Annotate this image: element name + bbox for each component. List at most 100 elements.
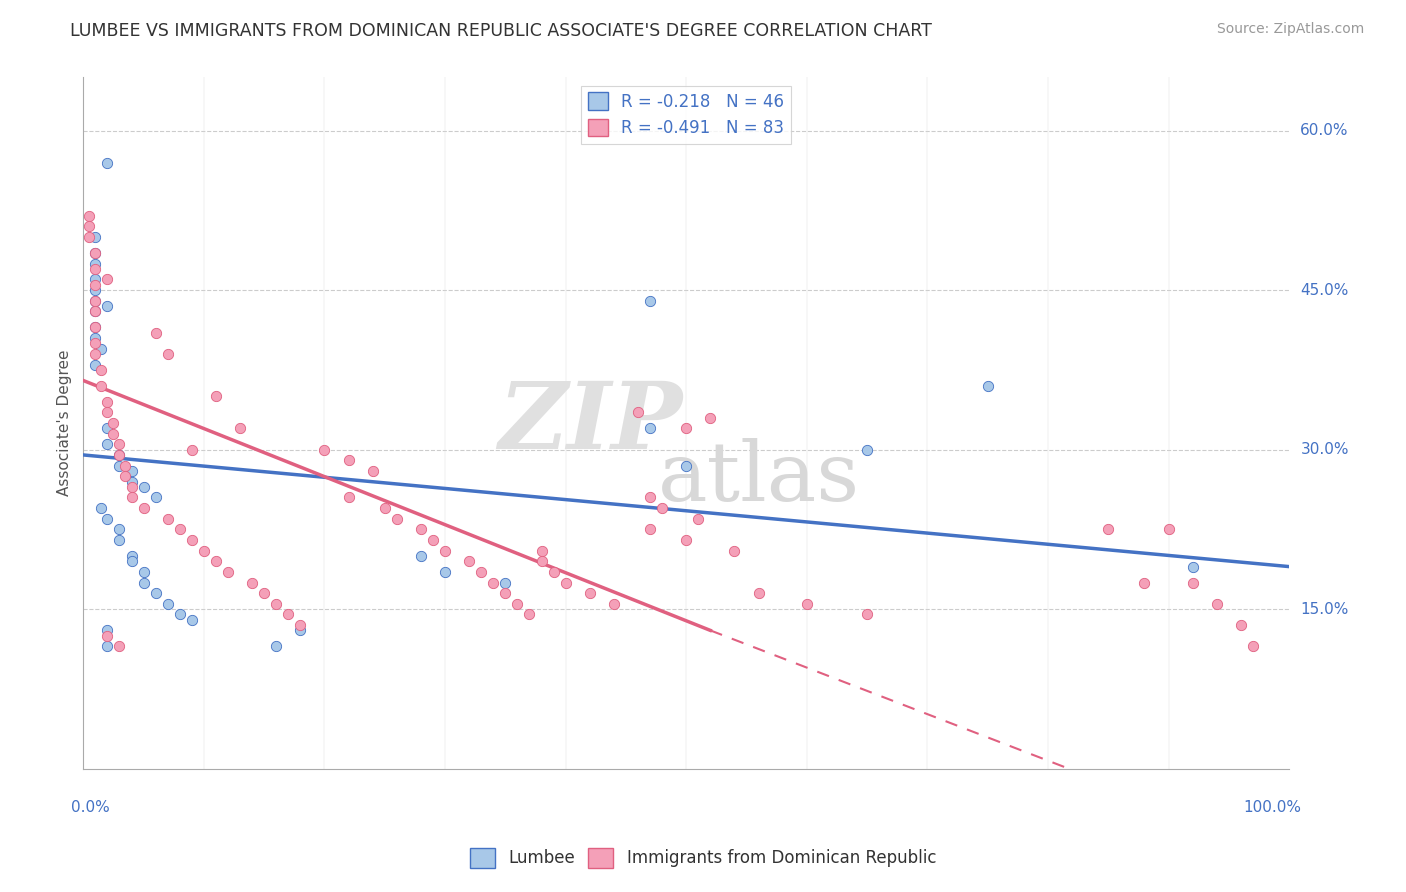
Point [229, 421, 252, 435]
Point [494, 586, 516, 600]
Point [108, 448, 131, 462]
Text: ZIP: ZIP [498, 378, 682, 468]
Point [337, 491, 360, 505]
Point [121, 475, 143, 489]
Text: 100.0%: 100.0% [1243, 800, 1302, 814]
Point [132, 575, 155, 590]
Point [108, 448, 131, 462]
Point [675, 458, 697, 473]
Point [96, 394, 118, 409]
Point [796, 597, 818, 611]
Point [723, 543, 745, 558]
Point [108, 640, 131, 654]
Legend: R = -0.218   N = 46, R = -0.491   N = 83: R = -0.218 N = 46, R = -0.491 N = 83 [582, 86, 792, 144]
Text: 60.0%: 60.0% [1301, 123, 1348, 138]
Point [84, 331, 107, 345]
Point [96, 629, 118, 643]
Point [409, 549, 432, 563]
Point [96, 512, 118, 526]
Point [675, 533, 697, 547]
Point [84, 320, 107, 334]
Point [84, 272, 107, 286]
Point [156, 347, 179, 361]
Point [627, 405, 650, 419]
Point [688, 512, 710, 526]
Point [96, 272, 118, 286]
Point [84, 261, 107, 276]
Text: atlas: atlas [658, 438, 859, 518]
Point [253, 586, 276, 600]
Point [494, 575, 516, 590]
Text: LUMBEE VS IMMIGRANTS FROM DOMINICAN REPUBLIC ASSOCIATE'S DEGREE CORRELATION CHAR: LUMBEE VS IMMIGRANTS FROM DOMINICAN REPU… [70, 22, 932, 40]
Point [169, 522, 191, 536]
Text: 15.0%: 15.0% [1301, 601, 1348, 616]
Point [84, 293, 107, 308]
Point [132, 501, 155, 516]
Point [156, 512, 179, 526]
Point [79, 209, 101, 223]
Point [205, 554, 228, 568]
Point [578, 586, 600, 600]
Point [603, 597, 626, 611]
Point [180, 613, 202, 627]
Y-axis label: Associate's Degree: Associate's Degree [58, 350, 72, 496]
Point [84, 347, 107, 361]
Point [108, 522, 131, 536]
Point [638, 522, 661, 536]
Point [84, 283, 107, 297]
Point [121, 464, 143, 478]
Point [132, 480, 155, 494]
Point [856, 607, 879, 622]
Point [90, 342, 112, 356]
Point [84, 256, 107, 270]
Point [337, 453, 360, 467]
Point [84, 230, 107, 244]
Point [84, 336, 107, 351]
Point [96, 640, 118, 654]
Point [217, 565, 239, 579]
Point [240, 575, 263, 590]
Point [108, 533, 131, 547]
Point [96, 421, 118, 435]
Point [651, 501, 673, 516]
Point [84, 320, 107, 334]
Point [96, 624, 118, 638]
Point [361, 464, 384, 478]
Text: 0.0%: 0.0% [72, 800, 110, 814]
Point [156, 597, 179, 611]
Point [530, 543, 553, 558]
Point [96, 299, 118, 313]
Point [1157, 522, 1180, 536]
Point [434, 543, 457, 558]
Point [103, 426, 125, 441]
Point [114, 458, 136, 473]
Point [977, 379, 1000, 393]
Point [699, 410, 721, 425]
Point [1097, 522, 1119, 536]
Point [314, 442, 336, 457]
Point [856, 442, 879, 457]
Point [506, 597, 529, 611]
Point [638, 421, 661, 435]
Point [79, 219, 101, 234]
Point [458, 554, 481, 568]
Point [180, 533, 202, 547]
Point [422, 533, 444, 547]
Point [132, 565, 155, 579]
Point [290, 624, 312, 638]
Point [638, 491, 661, 505]
Point [114, 469, 136, 483]
Point [90, 379, 112, 393]
Point [205, 389, 228, 403]
Point [108, 437, 131, 451]
Point [1181, 559, 1204, 574]
Point [470, 565, 492, 579]
Point [409, 522, 432, 536]
Point [374, 501, 396, 516]
Point [638, 293, 661, 308]
Point [1133, 575, 1156, 590]
Point [169, 607, 191, 622]
Point [434, 565, 457, 579]
Point [145, 491, 167, 505]
Point [264, 597, 287, 611]
